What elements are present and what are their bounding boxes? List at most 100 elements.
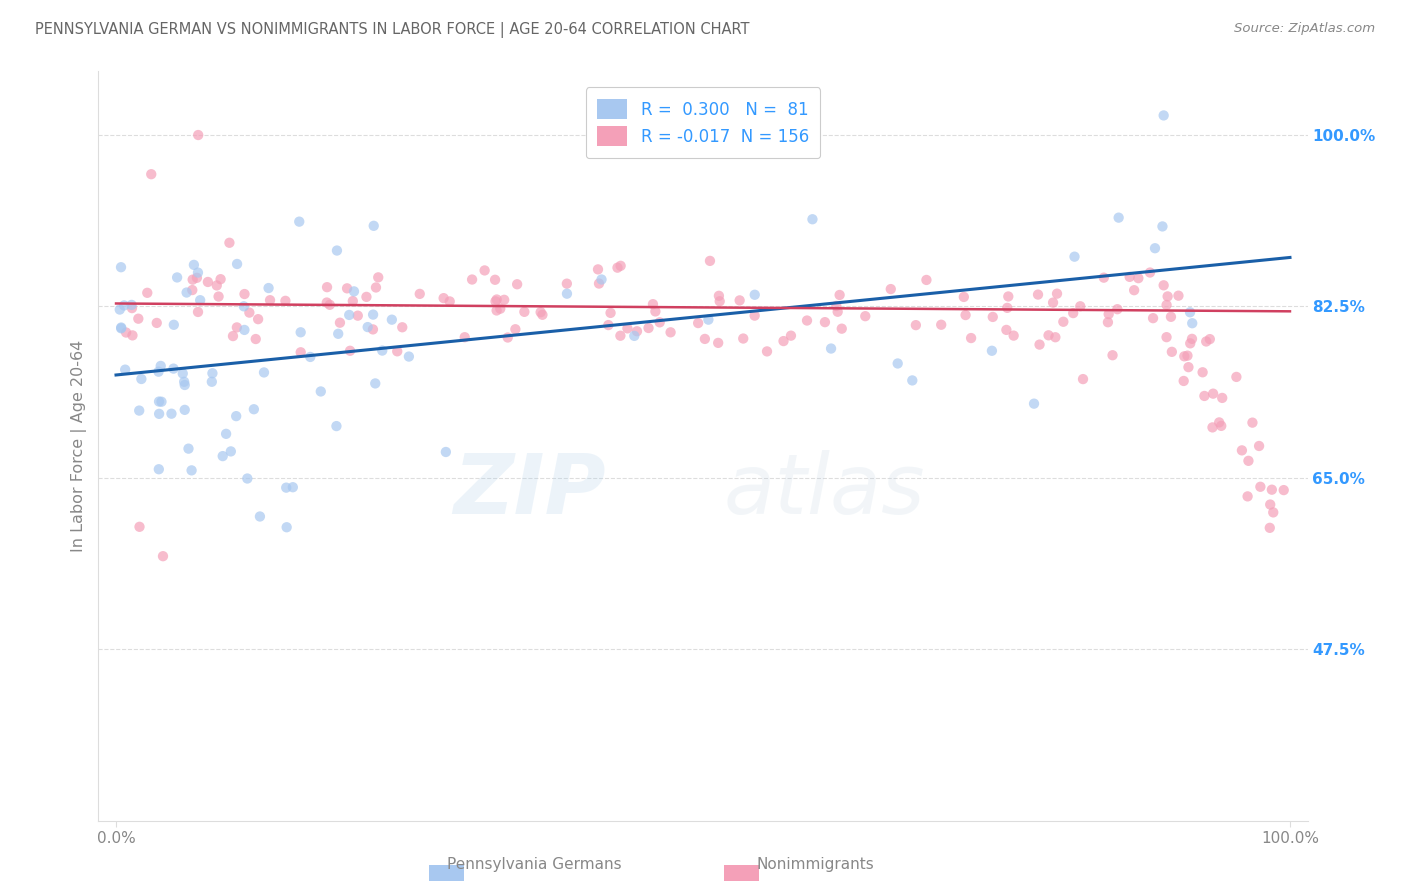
Point xyxy=(319,298,342,312)
Point xyxy=(609,328,631,343)
Point xyxy=(364,280,387,294)
Point xyxy=(148,462,170,476)
Point xyxy=(177,442,200,456)
Point xyxy=(1052,315,1074,329)
Point xyxy=(172,367,194,381)
Point xyxy=(1152,219,1174,234)
Point xyxy=(955,308,977,322)
Point xyxy=(953,290,976,304)
Point xyxy=(1026,287,1049,301)
Point xyxy=(606,260,628,275)
Point xyxy=(163,318,186,332)
Point xyxy=(201,366,224,380)
Point xyxy=(342,294,364,309)
Point xyxy=(1261,483,1284,497)
Point xyxy=(1028,337,1050,351)
Point xyxy=(1101,348,1123,362)
Point xyxy=(744,309,766,323)
Point xyxy=(489,301,512,316)
Point xyxy=(181,272,204,286)
Text: Pennsylvania Germans: Pennsylvania Germans xyxy=(447,857,621,872)
Point xyxy=(995,323,1018,337)
Point xyxy=(232,299,254,313)
Point xyxy=(114,362,136,376)
Point xyxy=(141,167,163,181)
Point xyxy=(637,321,659,335)
Point xyxy=(150,394,173,409)
Point xyxy=(257,281,280,295)
Point xyxy=(1211,418,1233,433)
Point xyxy=(381,312,404,326)
Point xyxy=(299,350,322,364)
Point xyxy=(183,258,205,272)
Point xyxy=(1181,316,1204,330)
Point xyxy=(1249,480,1271,494)
Point xyxy=(233,287,256,301)
Point xyxy=(391,320,413,334)
Point xyxy=(641,297,664,311)
Point xyxy=(1177,349,1199,363)
Point xyxy=(357,320,380,334)
Point xyxy=(136,285,159,300)
Point xyxy=(1045,330,1067,344)
Point xyxy=(494,293,516,307)
Point xyxy=(1156,289,1178,303)
Point xyxy=(187,128,209,142)
Point xyxy=(1143,241,1166,255)
Point xyxy=(110,260,132,275)
Point xyxy=(225,320,247,334)
Point xyxy=(115,326,138,340)
Point xyxy=(1097,315,1119,329)
Point xyxy=(1002,328,1025,343)
Point xyxy=(648,315,671,329)
Point xyxy=(588,277,610,291)
Point xyxy=(997,289,1019,303)
Point xyxy=(623,329,645,343)
Point xyxy=(1167,288,1189,302)
Point xyxy=(461,272,484,286)
Legend: R =  0.300   N =  81, R = -0.017  N = 156: R = 0.300 N = 81, R = -0.017 N = 156 xyxy=(585,87,821,158)
Point xyxy=(693,332,716,346)
Point xyxy=(339,343,361,358)
Point xyxy=(484,294,506,309)
Point xyxy=(530,305,553,319)
Point xyxy=(207,289,229,303)
Point xyxy=(1118,269,1140,284)
Point xyxy=(1263,505,1285,519)
Point xyxy=(599,306,621,320)
Point xyxy=(148,394,170,409)
Point xyxy=(1201,420,1223,434)
Point xyxy=(1173,374,1195,388)
Point xyxy=(152,549,174,564)
Point xyxy=(505,322,527,336)
Text: ZIP: ZIP xyxy=(454,450,606,532)
Point xyxy=(315,295,337,310)
Point xyxy=(1198,332,1220,346)
Point xyxy=(367,270,389,285)
Point xyxy=(290,326,312,340)
Point xyxy=(1022,397,1045,411)
Point xyxy=(247,312,270,326)
Point xyxy=(409,286,432,301)
Point xyxy=(1153,278,1175,293)
Point xyxy=(253,366,276,380)
Point xyxy=(688,316,710,330)
Point xyxy=(215,426,238,441)
Point xyxy=(181,283,204,297)
Point xyxy=(825,299,848,313)
Point xyxy=(309,384,332,399)
Point xyxy=(281,480,304,494)
Point xyxy=(531,308,554,322)
Point xyxy=(827,305,849,319)
Point xyxy=(772,334,794,348)
Point xyxy=(1208,416,1230,430)
Point xyxy=(555,277,578,291)
Point xyxy=(1156,298,1178,312)
Point xyxy=(980,343,1002,358)
Point xyxy=(506,277,529,292)
Point xyxy=(363,219,385,233)
Point xyxy=(1195,334,1218,349)
Point xyxy=(1142,311,1164,326)
Point xyxy=(148,407,170,421)
Point xyxy=(211,449,233,463)
